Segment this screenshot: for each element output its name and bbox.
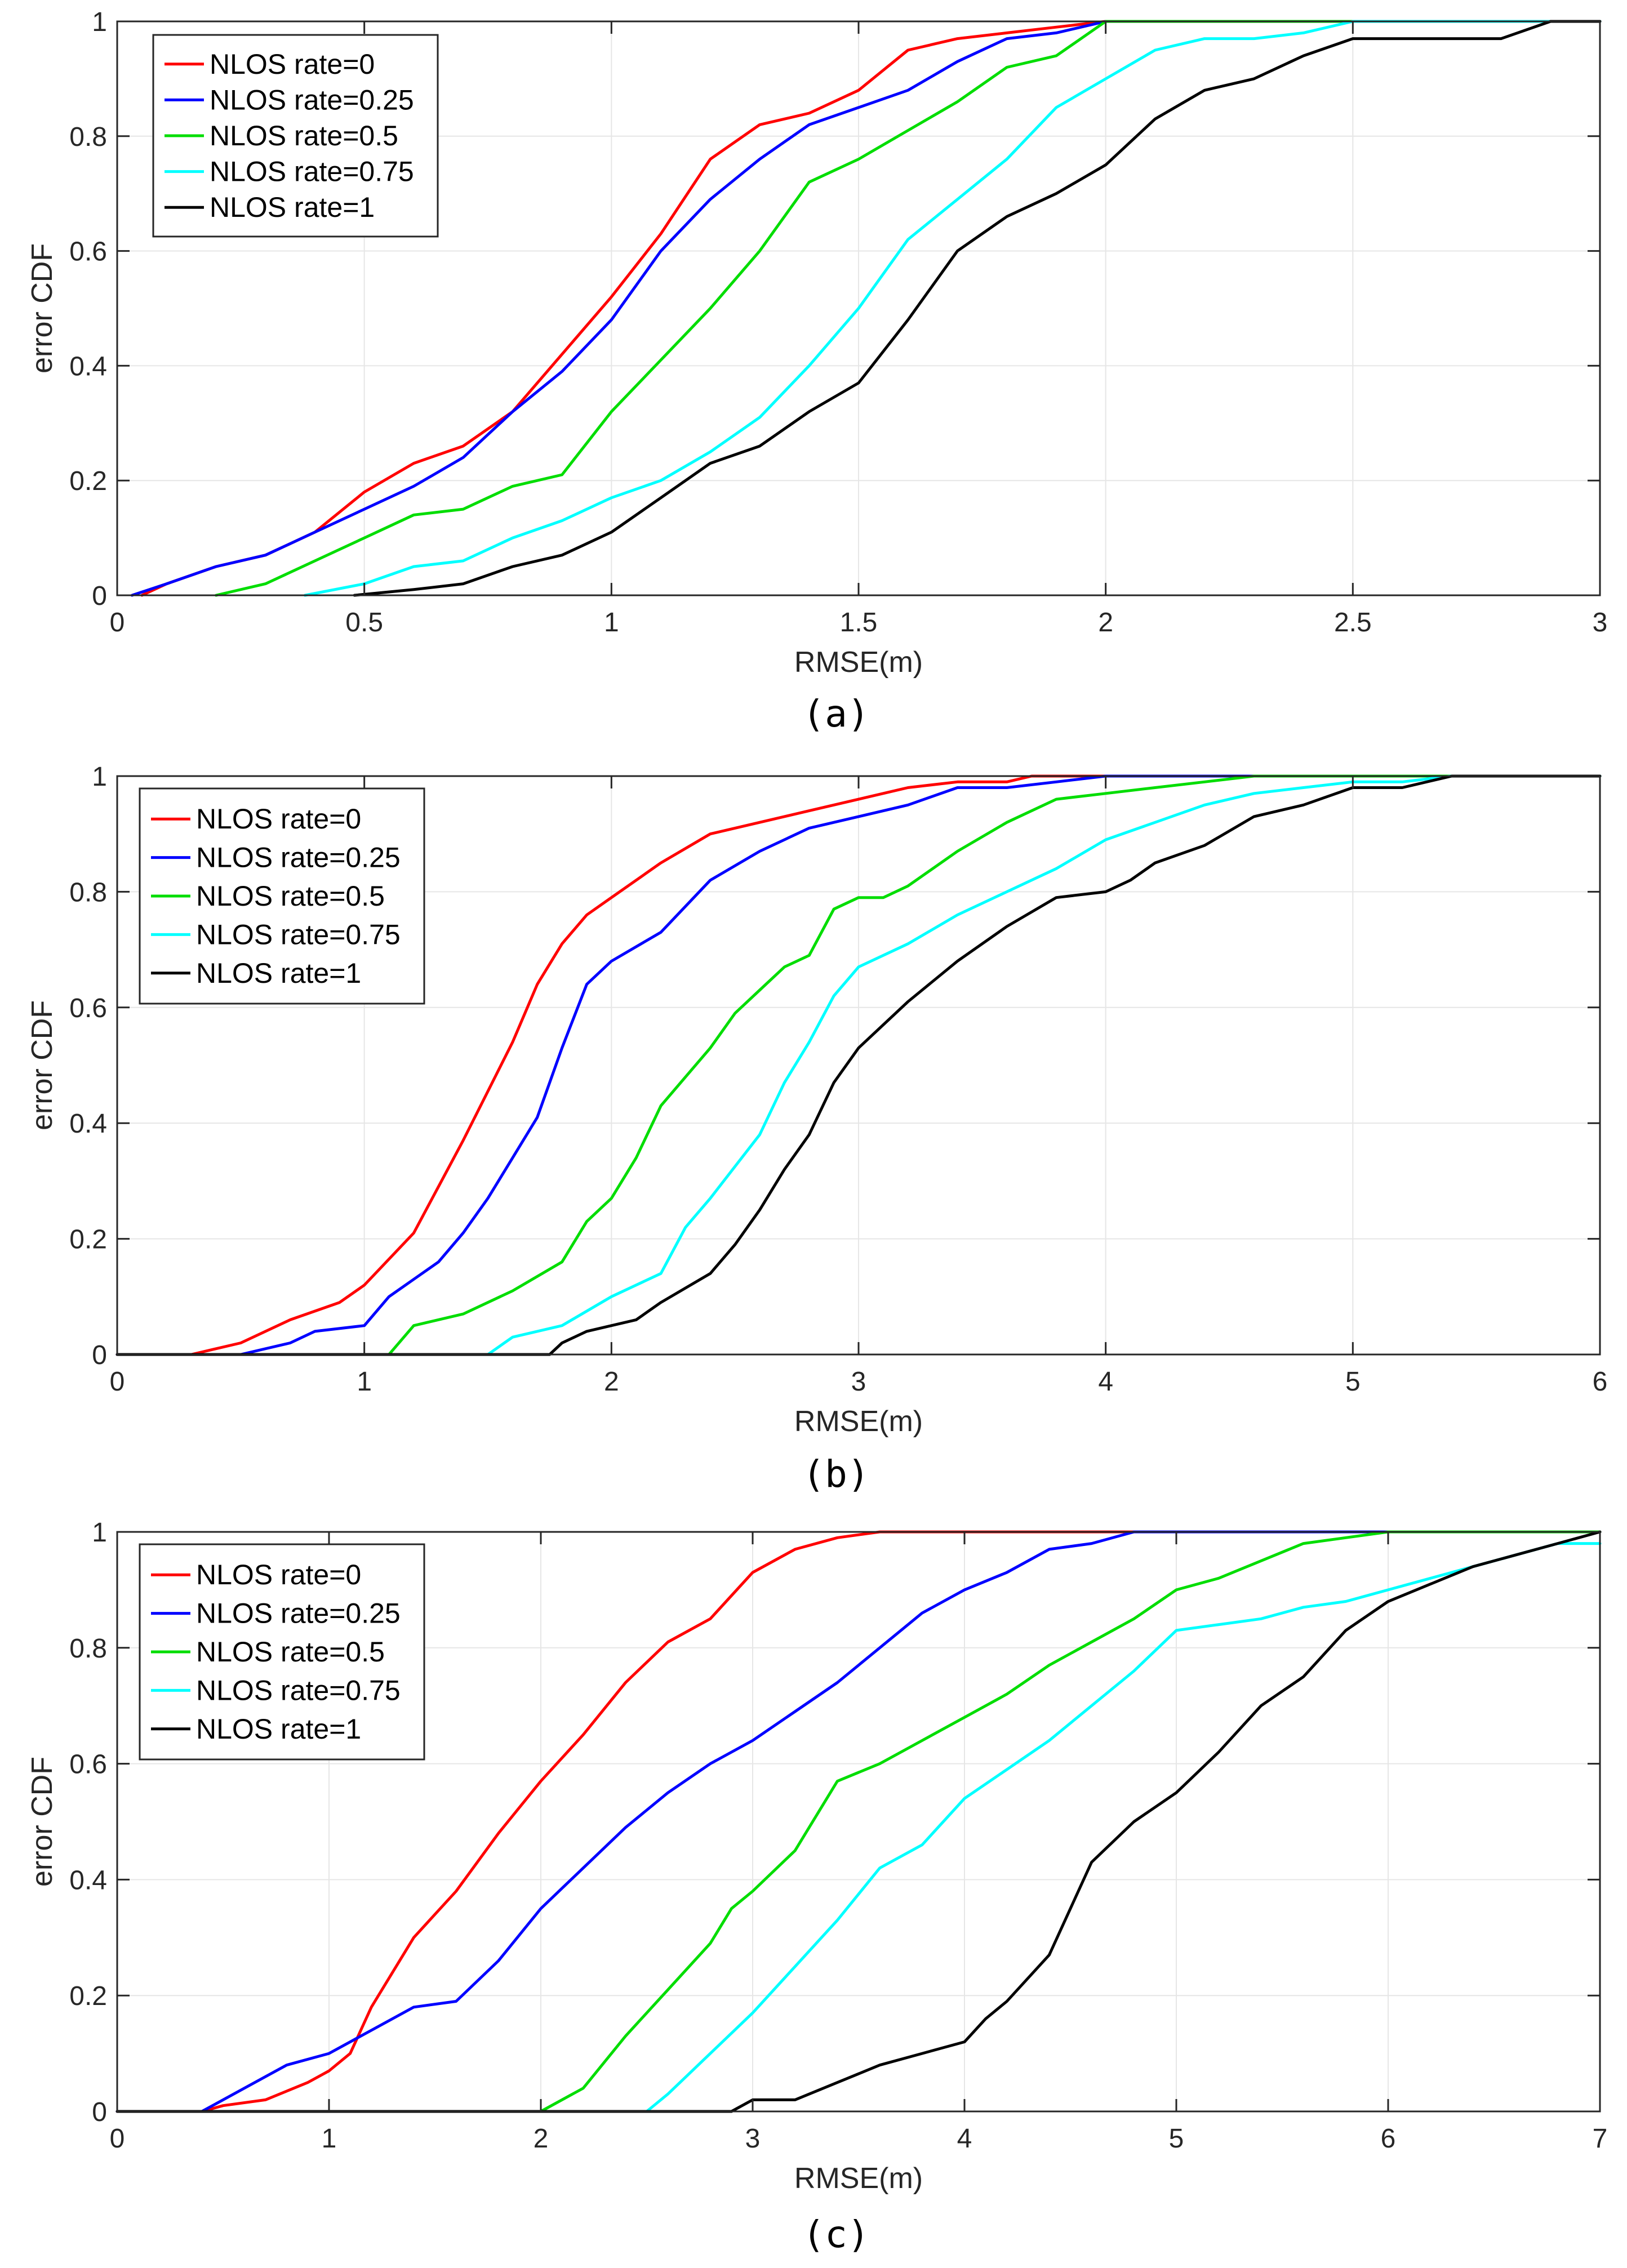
legend-entry: NLOS rate=0.75 — [210, 156, 414, 188]
series-line-1 — [115, 774, 1602, 1356]
series-line-3 — [388, 774, 1602, 1356]
y-tick-label: 0 — [92, 2097, 107, 2127]
x-tick-label: 5 — [1169, 2124, 1184, 2154]
legend-entry: NLOS rate=1 — [210, 191, 375, 223]
x-tick-label: 1 — [604, 608, 619, 638]
x-axis-label: RMSE(m) — [794, 646, 923, 679]
legend-entry: NLOS rate=0 — [196, 803, 361, 835]
y-tick-label: 0.8 — [69, 877, 107, 907]
y-tick-label: 1 — [92, 1518, 107, 1548]
x-tick-label: 4 — [957, 2124, 972, 2154]
series-line-5 — [353, 20, 1602, 597]
x-tick-label: 3 — [745, 2124, 761, 2154]
series-line-2 — [115, 774, 1602, 1356]
axes-box — [116, 1531, 1601, 2113]
x-tick-label: 4 — [1098, 1367, 1113, 1397]
x-tick-label: 1.5 — [840, 608, 878, 638]
legend-entry: NLOS rate=0.5 — [210, 120, 398, 152]
x-tick-label: 5 — [1345, 1367, 1361, 1397]
chart-panel-2: 0 1 2 3 4 5 6 0 0.2 0.4 0.6 0.8 1 RMSE(m) error CDF NLO… — [26, 762, 1607, 1496]
legend-entry: NLOS rate=0.75 — [196, 1674, 401, 1706]
y-tick-label: 0.6 — [69, 237, 107, 267]
series-line-5 — [115, 1530, 1602, 2113]
series-line-5 — [115, 774, 1602, 1356]
series-line-1 — [115, 1530, 1602, 2113]
series-line-4 — [645, 1542, 1602, 2113]
y-tick-label: 0.8 — [69, 1634, 107, 1664]
x-tick-label: 1 — [357, 1367, 372, 1397]
series-line-2 — [130, 20, 1602, 597]
legend-entry: NLOS rate=0.25 — [196, 1598, 401, 1629]
y-axis-label: error CDF — [26, 1000, 59, 1130]
y-tick-label: 1 — [92, 762, 107, 792]
x-tick-label: 6 — [1593, 1367, 1608, 1397]
legend-entry: NLOS rate=0 — [210, 48, 375, 80]
x-tick-label: 2 — [1098, 608, 1113, 638]
x-tick-label: 2 — [534, 2124, 549, 2154]
y-tick-label: 0.2 — [69, 466, 107, 496]
y-tick-label: 0.4 — [69, 351, 107, 381]
x-tick-label: 0.5 — [345, 608, 383, 638]
legend-entry: NLOS rate=0.5 — [196, 1636, 385, 1668]
legend: NLOS rate=0 NLOS rate=0.25 NLOS rate=0.5 NL… — [139, 787, 425, 1005]
panel-label: (c) — [802, 2213, 869, 2256]
y-tick-label: 0 — [92, 581, 107, 611]
x-tick-label: 2.5 — [1334, 608, 1372, 638]
series-line-3 — [215, 20, 1602, 597]
x-axis-label: RMSE(m) — [794, 2162, 923, 2195]
panel-label: (a) — [802, 692, 869, 736]
y-tick-label: 0 — [92, 1340, 107, 1370]
legend-entry: NLOS rate=1 — [196, 1713, 361, 1745]
y-axis-label: error CDF — [26, 1757, 59, 1887]
legend-entry: NLOS rate=0.25 — [210, 84, 414, 115]
chart-panel-3: 0 1 2 3 4 5 6 7 0 0.2 0.4 0.6 0.8 1 RMSE(m) error CDF NL… — [26, 1518, 1607, 2256]
legend: NLOS rate=0 NLOS rate=0.25 NLOS rate=0.5 NL… — [152, 34, 439, 238]
y-tick-label: 0.4 — [69, 1865, 107, 1895]
y-tick-label: 0.6 — [69, 1750, 107, 1780]
x-tick-label: 7 — [1593, 2124, 1608, 2154]
y-tick-label: 1 — [92, 7, 107, 37]
y-tick-label: 0.4 — [69, 1109, 107, 1139]
x-axis-label: RMSE(m) — [794, 1405, 923, 1438]
x-tick-label: 2 — [604, 1367, 619, 1397]
y-tick-label: 0.2 — [69, 1225, 107, 1255]
series-line-4 — [486, 774, 1602, 1356]
legend-entry: NLOS rate=1 — [196, 957, 361, 989]
x-tick-label: 1 — [322, 2124, 337, 2154]
legend-entry: NLOS rate=0.25 — [196, 842, 401, 874]
series-line-3 — [539, 1530, 1602, 2113]
legend: NLOS rate=0 NLOS rate=0.25 NLOS rate=0.5 NL… — [139, 1543, 425, 1761]
chart-panel-1: 0 0.5 1 1.5 2 2.5 3 0 0.2 0.4 0.6 0.8 1 RMSE(m) error … — [26, 7, 1607, 736]
y-tick-label: 0.2 — [69, 1981, 107, 2011]
panel-label: (b) — [802, 1452, 869, 1496]
legend-entry: NLOS rate=0.75 — [196, 919, 401, 950]
y-tick-label: 0.8 — [69, 122, 107, 152]
x-tick-label: 0 — [110, 2124, 125, 2154]
x-tick-label: 6 — [1381, 2124, 1396, 2154]
legend-entry: NLOS rate=0.5 — [196, 880, 385, 912]
series-line-2 — [115, 1530, 1602, 2113]
y-tick-label: 0.6 — [69, 993, 107, 1023]
x-tick-label: 0 — [110, 1367, 125, 1397]
x-tick-label: 0 — [110, 608, 125, 638]
y-axis-label: error CDF — [26, 243, 59, 373]
legend-entry: NLOS rate=0 — [196, 1559, 361, 1590]
x-tick-label: 3 — [1593, 608, 1608, 638]
x-tick-label: 3 — [851, 1367, 866, 1397]
